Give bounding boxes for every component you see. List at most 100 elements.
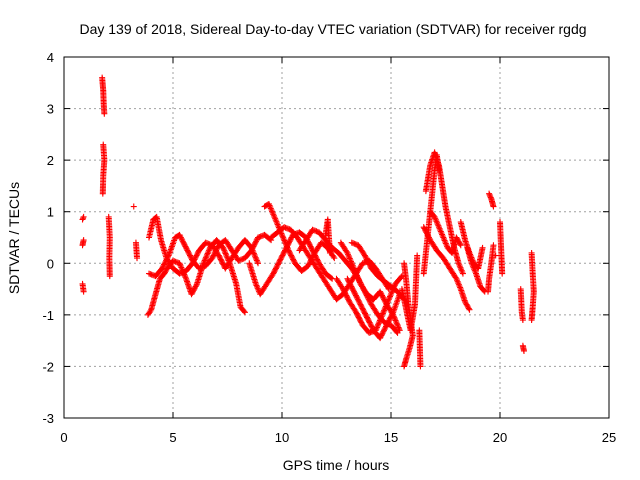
data-point	[490, 203, 497, 210]
data-point	[417, 363, 424, 370]
data-point	[366, 261, 373, 268]
data-point	[348, 283, 355, 290]
data-point	[253, 256, 260, 263]
data-point	[380, 328, 387, 335]
data-point	[346, 279, 353, 286]
data-point	[376, 318, 383, 325]
data-point	[350, 264, 357, 271]
data-point	[378, 291, 385, 298]
data-point	[479, 244, 486, 251]
data-point	[176, 260, 183, 267]
data-point	[330, 253, 337, 260]
data-point	[353, 309, 360, 316]
data-point	[391, 316, 398, 323]
data-point	[210, 252, 217, 259]
data-point	[182, 274, 189, 281]
data-point	[352, 269, 359, 276]
data-point	[194, 251, 201, 258]
y-tick-label: -1	[42, 308, 54, 323]
data-point	[386, 294, 393, 301]
data-point	[185, 248, 192, 255]
data-point	[251, 240, 258, 247]
data-point	[221, 247, 228, 254]
data-point	[376, 317, 383, 324]
data-point	[191, 284, 198, 291]
data-point	[223, 251, 230, 258]
data-point	[382, 324, 389, 331]
data-point	[216, 253, 223, 260]
data-point	[357, 317, 364, 324]
data-point	[465, 305, 472, 312]
data-point	[365, 258, 372, 265]
data-point	[347, 282, 354, 289]
data-point	[161, 261, 168, 268]
x-tick-label: 15	[384, 430, 398, 445]
y-axis-label: SDTVAR / TECUs	[6, 182, 22, 294]
data-point	[401, 363, 408, 370]
data-point	[367, 298, 374, 305]
data-point	[357, 318, 364, 325]
data-point	[249, 244, 256, 251]
data-point	[375, 321, 382, 328]
data-point	[162, 258, 169, 265]
data-point	[331, 255, 338, 262]
data-point	[344, 249, 351, 256]
data-point	[285, 247, 292, 254]
data-point	[388, 311, 395, 318]
data-point	[307, 243, 314, 250]
data-point	[422, 226, 429, 233]
data-point	[280, 251, 287, 258]
data-point	[106, 273, 113, 280]
data-point	[308, 246, 315, 253]
data-point	[367, 322, 374, 329]
data-point	[363, 255, 370, 262]
data-point	[387, 314, 394, 321]
data-point	[381, 296, 388, 303]
data-point	[278, 255, 285, 262]
data-point	[356, 279, 363, 286]
data-point	[379, 331, 386, 338]
data-point	[286, 238, 293, 245]
data-point	[342, 291, 349, 298]
data-point	[251, 242, 258, 249]
data-point	[378, 314, 385, 321]
data-point	[423, 229, 430, 236]
data-point	[348, 284, 355, 291]
data-point	[99, 190, 106, 197]
data-point	[163, 256, 170, 263]
data-point	[280, 236, 287, 243]
data-point	[288, 234, 295, 241]
data-point	[362, 310, 369, 317]
data-point	[203, 253, 210, 260]
data-point	[290, 257, 297, 264]
data-point	[286, 248, 293, 255]
data-point	[395, 324, 402, 331]
data-point	[213, 246, 220, 253]
data-point	[379, 329, 386, 336]
data-point	[528, 317, 535, 324]
data-point	[519, 317, 526, 324]
data-point	[215, 252, 222, 259]
data-point	[279, 233, 286, 240]
data-point	[345, 252, 352, 259]
data-point	[377, 333, 384, 340]
data-point	[80, 213, 87, 220]
data-point	[350, 287, 357, 294]
data-point	[354, 311, 361, 318]
data-point	[393, 318, 400, 325]
data-point	[326, 249, 333, 256]
data-point	[305, 261, 312, 268]
data-point	[279, 231, 285, 238]
data-point	[252, 239, 259, 246]
data-point	[384, 319, 391, 326]
data-point	[160, 262, 167, 269]
data-point	[288, 253, 295, 260]
data-point	[362, 253, 369, 260]
data-point	[276, 257, 283, 264]
data-point	[220, 244, 227, 251]
data-point	[342, 289, 349, 296]
data-point	[520, 347, 527, 354]
data-point	[343, 248, 350, 255]
data-point	[386, 315, 393, 322]
data-point	[314, 257, 321, 264]
